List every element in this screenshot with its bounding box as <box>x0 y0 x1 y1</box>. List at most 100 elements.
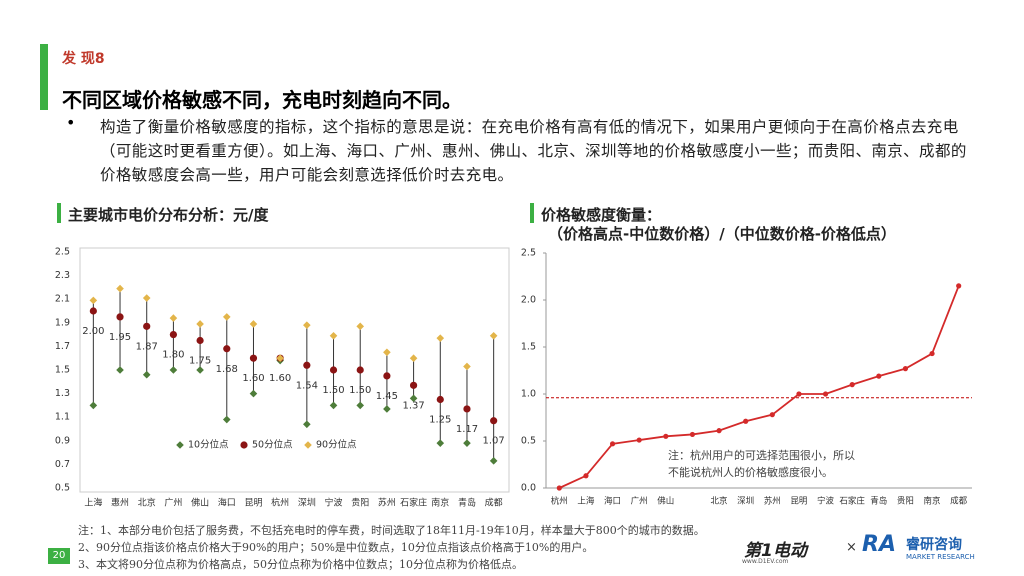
marker <box>436 439 445 447</box>
x-tick-label: 宁波 <box>817 496 835 507</box>
marker <box>490 417 498 425</box>
point <box>876 373 882 379</box>
y-tick-label: 1.5 <box>521 342 536 353</box>
bullet-dot: • <box>66 113 76 132</box>
data-label: 2.00 <box>82 326 104 337</box>
data-label: 1.07 <box>483 436 505 447</box>
annotation: 不能说杭州人的价格敏感度很小。 <box>668 465 833 479</box>
data-label: 1.87 <box>136 341 158 352</box>
marker <box>276 354 284 362</box>
x-tick-label: 宁波 <box>325 497 343 509</box>
data-label: 1.25 <box>429 415 451 426</box>
marker <box>356 401 365 410</box>
marker <box>89 296 98 305</box>
marker <box>89 307 97 315</box>
x-tick-label: 成都 <box>485 497 503 509</box>
x-tick-label: 广州 <box>164 497 182 509</box>
marker <box>356 366 364 374</box>
point <box>929 350 935 357</box>
x-tick-label: 海口 <box>218 497 236 509</box>
marker <box>89 401 98 410</box>
x-tick-label: 深圳 <box>298 498 316 509</box>
point <box>902 366 909 372</box>
note: 注：1、本部分电价包括了服务费，不包括充电时的停车费，时间选取了18年11月-1… <box>78 524 705 537</box>
y-tick-label: 1.7 <box>55 341 70 352</box>
x-tick-label: 杭州 <box>271 497 289 509</box>
marker <box>303 420 311 429</box>
y-tick-label: 1.9 <box>55 317 70 328</box>
x-tick-label: 青岛 <box>870 496 887 507</box>
accent-bar <box>40 44 48 110</box>
y-tick-label: 1.0 <box>521 389 536 400</box>
x-tick-label: 惠州 <box>111 497 129 509</box>
legend-marker <box>304 441 312 449</box>
point <box>689 431 696 438</box>
data-label: 1.75 <box>189 356 211 367</box>
marker <box>169 331 178 339</box>
marker <box>196 320 204 328</box>
legend-label: 50分位点 <box>252 439 293 451</box>
data-label: 1.60 <box>242 373 264 384</box>
marker <box>329 331 338 340</box>
marker <box>463 439 471 447</box>
marker <box>143 322 151 330</box>
point <box>743 418 749 424</box>
y-tick-label: 0.5 <box>55 483 70 494</box>
marker <box>409 394 418 403</box>
x-tick-label: 南京 <box>431 497 449 509</box>
chart-title: 主要城市电价分布分析：元/度 <box>68 206 269 224</box>
marker <box>463 362 471 371</box>
data-label: 1.54 <box>296 380 318 391</box>
x-tick-label: 深圳 <box>737 496 754 507</box>
marker <box>169 314 178 322</box>
marker <box>142 370 151 379</box>
logo-mark: RA <box>862 532 896 557</box>
x-tick-label: 广州 <box>631 496 648 507</box>
x-tick-label: 成都 <box>950 496 968 507</box>
x-tick-label: 青岛 <box>458 497 476 509</box>
x-tick-label: 石家庄 <box>839 496 865 507</box>
marker <box>116 284 124 293</box>
marker <box>116 313 124 321</box>
line <box>558 285 960 489</box>
y-tick-label: 1.5 <box>55 365 70 376</box>
y-tick-label: 2.1 <box>55 294 70 305</box>
section-label: 发 现8 <box>62 51 105 67</box>
data-label: 1.45 <box>376 391 398 402</box>
marker <box>196 336 204 345</box>
marker <box>249 389 258 398</box>
x-tick-label: 上海 <box>84 497 102 509</box>
marker <box>142 294 151 302</box>
y-tick-label: 0.9 <box>55 435 70 446</box>
x-tick-label: 南京 <box>924 496 941 507</box>
marker <box>116 366 124 374</box>
data-label: 1.60 <box>269 373 291 384</box>
marker <box>303 321 311 329</box>
point <box>769 412 775 418</box>
legend-label: 90分位点 <box>316 439 357 451</box>
logo-sub: MARKET RESEARCH <box>906 553 975 561</box>
data-label: 1.95 <box>109 332 131 343</box>
x-tick-label: 贵阳 <box>897 496 914 507</box>
chart-title-bar <box>530 203 534 223</box>
y-tick-label: 2.5 <box>55 247 70 258</box>
data-label: 1.17 <box>456 424 478 435</box>
y-tick-label: 0.5 <box>521 436 536 447</box>
data-label: 1.37 <box>402 400 424 411</box>
annotation: 注：杭州用户的可选择范围很小，所以 <box>668 448 855 462</box>
marker <box>222 313 231 321</box>
x-tick-label: 佛山 <box>657 496 674 507</box>
point <box>716 428 722 434</box>
legend-marker <box>176 441 184 449</box>
marker <box>329 366 338 374</box>
marker <box>409 354 418 362</box>
logo-text: 睿研咨询 <box>906 537 962 553</box>
x-tick-label: 北京 <box>711 496 728 507</box>
data-label: 1.80 <box>162 350 184 361</box>
marker <box>409 381 418 389</box>
marker <box>489 457 498 465</box>
x-tick-label: 海口 <box>604 496 621 507</box>
x-tick-label: 石家庄 <box>400 497 427 509</box>
data-label: 1.68 <box>216 364 238 375</box>
